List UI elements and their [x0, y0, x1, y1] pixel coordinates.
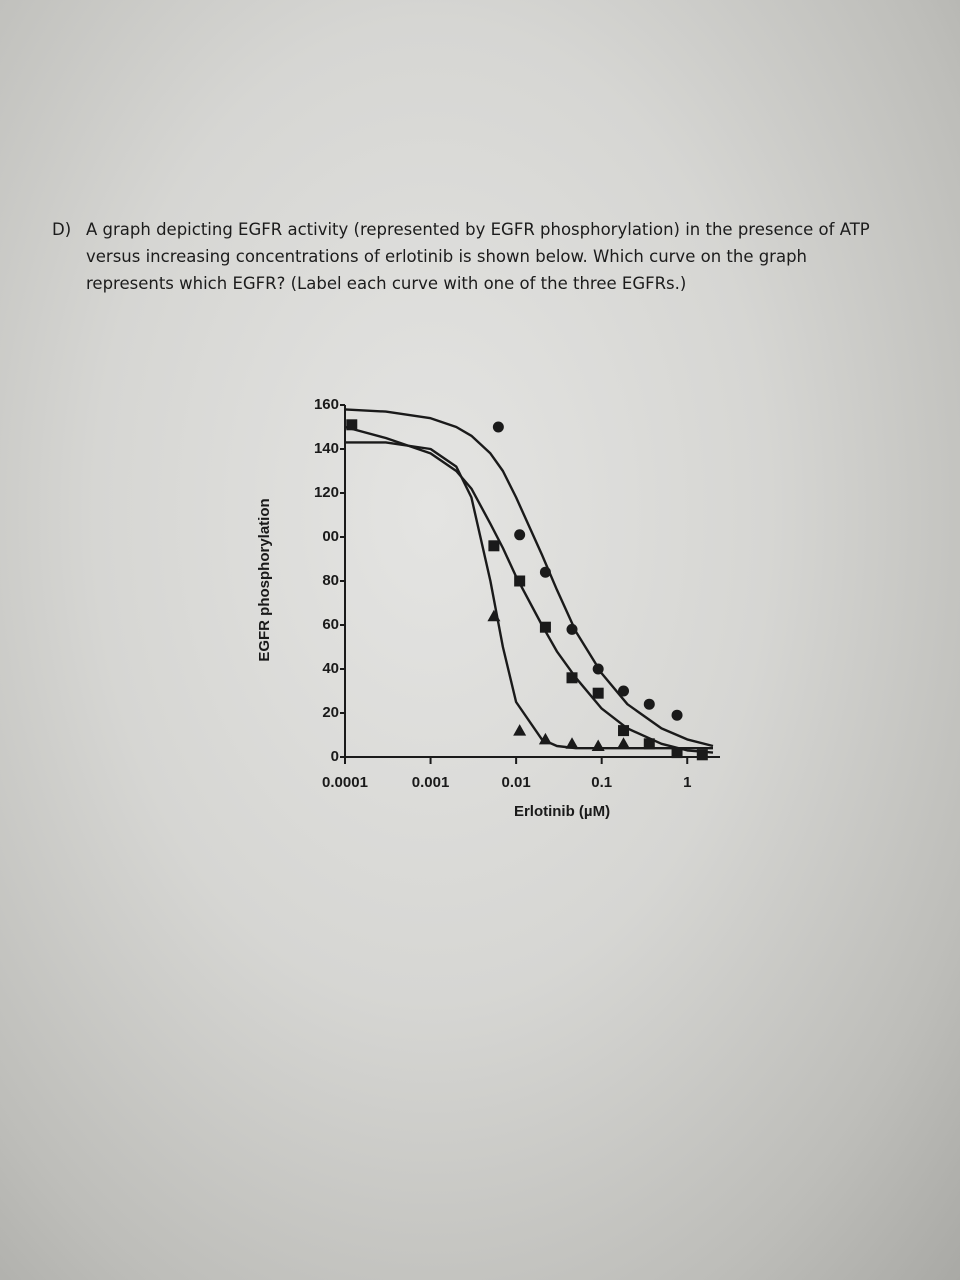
point [643, 698, 655, 710]
point [591, 739, 605, 751]
point [565, 737, 579, 749]
question-line: represents which EGFR? (Label each curve… [86, 274, 687, 293]
point [488, 540, 500, 552]
y-tick-label: 0 [331, 748, 339, 765]
y-axis-label: EGFR phosphorylation [256, 498, 273, 661]
question-line: A graph depicting EGFR activity (represe… [86, 220, 870, 239]
point [487, 609, 501, 622]
fit-curve [345, 441, 713, 750]
x-tick-label: 0.1 [591, 774, 612, 791]
fit-curve [344, 408, 714, 748]
question-label: D) [52, 220, 72, 239]
point [538, 732, 552, 745]
point [592, 663, 604, 675]
point [346, 419, 358, 431]
point [539, 621, 551, 633]
point [514, 529, 526, 541]
point [671, 747, 683, 759]
point [513, 724, 527, 736]
fit-curve [344, 425, 714, 754]
y-tick-label: 20 [322, 704, 339, 721]
x-tick-label: 0.0001 [322, 774, 368, 791]
point [539, 566, 551, 578]
point [696, 749, 708, 761]
point [566, 672, 578, 684]
point [566, 623, 578, 635]
x-tick-label: 0.001 [412, 774, 450, 791]
point [643, 738, 655, 750]
x-tick-label: 0.01 [502, 774, 531, 791]
y-tick-label: 40 [322, 660, 339, 677]
x-axis-label: Erlotinib (µM) [514, 803, 610, 820]
y-tick-label: 160 [314, 396, 339, 413]
y-tick-label: 140 [314, 440, 339, 457]
y-tick-label: 00 [322, 528, 339, 545]
point [492, 421, 504, 433]
point [514, 575, 526, 587]
point [618, 685, 630, 697]
point [671, 709, 683, 721]
y-tick-label: 120 [314, 484, 339, 501]
y-tick-label: 80 [322, 572, 339, 589]
y-tick-label: 60 [322, 616, 339, 633]
x-tick-label: 1 [683, 774, 691, 791]
point [618, 725, 630, 737]
point [592, 687, 604, 699]
question-line: versus increasing concentrations of erlo… [86, 247, 808, 266]
point [617, 737, 631, 749]
